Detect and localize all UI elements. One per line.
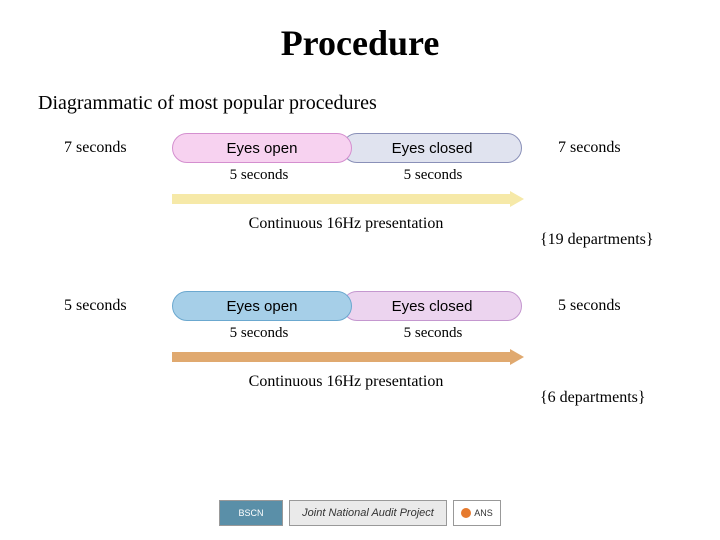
procedure-block-0: 7 seconds 7 seconds Eyes closedEyes open 5 … [0,133,720,273]
subtitle: Diagrammatic of most popular procedures [0,64,720,115]
right-duration-label: 5 seconds [558,297,621,315]
left-duration-label: 5 seconds [64,297,127,315]
bscn-badge: BSCN [219,500,283,526]
eyes-closed-pill: Eyes closed [342,133,522,163]
sub-duration-row: 5 seconds5 seconds [172,325,520,342]
right-duration-label: 7 seconds [558,139,621,157]
eyes-open-pill: Eyes open [172,291,352,321]
continuous-label: Continuous 16Hz presentation [172,373,520,391]
timeline-arrow [172,191,524,207]
departments-label: {6 departments} [540,389,646,407]
continuous-label: Continuous 16Hz presentation [172,215,520,233]
sub-duration-row: 5 seconds5 seconds [172,167,520,184]
procedure-block-1: 5 seconds5 secondsEyes closedEyes open5 … [0,291,720,431]
eyes-open-pill: Eyes open [172,133,352,163]
eyes-closed-pill: Eyes closed [342,291,522,321]
ans-badge: ANS [453,500,501,526]
footer-logos: BSCN Joint National Audit Project ANS [219,500,501,526]
timeline-arrow [172,349,524,365]
departments-label: {19 departments} [540,231,654,249]
left-duration-label: 7 seconds [64,139,127,157]
jnap-badge: Joint National Audit Project [289,500,447,526]
page-title: Procedure [0,0,720,64]
